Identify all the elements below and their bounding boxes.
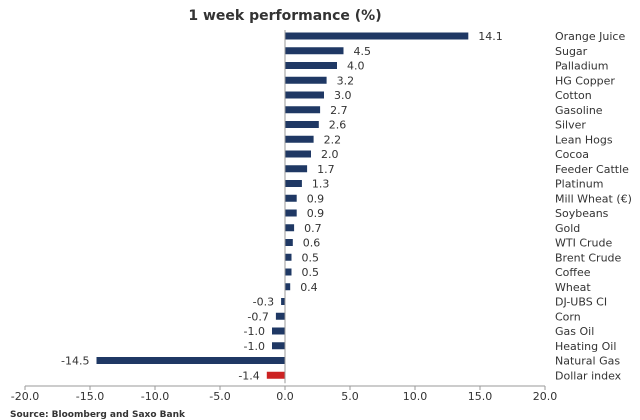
bar-heating-oil <box>272 342 285 350</box>
bar-lean-hogs <box>285 135 314 143</box>
value-label-mill-wheat: 0.9 <box>307 192 325 205</box>
bar-feeder-cattle <box>285 165 308 173</box>
category-label-platinum: Platinum <box>555 178 603 191</box>
category-label-lean-hogs: Lean Hogs <box>555 133 613 146</box>
value-label-gasoline: 2.7 <box>330 104 348 117</box>
x-tick-label: -15.0 <box>76 390 104 403</box>
bar-cocoa <box>285 150 311 158</box>
category-label-heating-oil: Heating Oil <box>555 340 616 353</box>
value-label-natural-gas: -14.5 <box>61 355 89 368</box>
category-label-wti-crude: WTI Crude <box>555 237 612 250</box>
bar-wti-crude <box>285 239 293 246</box>
bar-natural-gas <box>96 357 285 364</box>
value-label-palladium: 4.0 <box>347 60 365 73</box>
value-label-wti-crude: 0.6 <box>303 237 321 250</box>
x-tick-label: 0.0 <box>276 390 294 403</box>
bar-platinum <box>285 180 302 187</box>
category-label-sugar: Sugar <box>555 45 588 58</box>
category-label-natural-gas: Natural Gas <box>555 355 620 368</box>
value-label-wheat: 0.4 <box>300 281 318 294</box>
x-tick-label: 20.0 <box>533 390 558 403</box>
value-label-hg-copper: 3.2 <box>337 74 355 87</box>
category-label-dj-ubs-ci: DJ-UBS CI <box>555 296 607 309</box>
x-tick-label: -5.0 <box>209 390 230 403</box>
bar-dollar-index <box>266 371 285 379</box>
value-label-gold: 0.7 <box>304 222 322 235</box>
bar-orange-juice <box>285 32 469 40</box>
value-label-brent-crude: 0.5 <box>302 251 320 264</box>
x-tick-label: -10.0 <box>141 390 169 403</box>
bars-group: 14.1 Orange Juice 4.5 Sugar 4.0 Palladium 3.2 H… <box>61 30 632 384</box>
value-label-corn: -0.7 <box>247 310 268 323</box>
value-label-silver: 2.6 <box>329 119 347 132</box>
value-label-lean-hogs: 2.2 <box>324 133 342 146</box>
value-label-cocoa: 2.0 <box>321 148 339 161</box>
bar-gold <box>285 224 295 232</box>
category-label-cotton: Cotton <box>555 89 592 102</box>
category-label-brent-crude: Brent Crude <box>555 251 622 264</box>
x-tick-label: 10.0 <box>403 390 428 403</box>
category-label-silver: Silver <box>555 119 586 132</box>
bar-brent-crude <box>285 253 292 261</box>
category-label-hg-copper: HG Copper <box>555 74 615 87</box>
bar-coffee <box>285 268 292 276</box>
value-label-heating-oil: -1.0 <box>244 340 265 353</box>
bar-gasoline <box>285 106 321 114</box>
bar-soybeans <box>285 209 297 217</box>
bar-wheat <box>285 283 291 291</box>
category-label-soybeans: Soybeans <box>555 207 609 220</box>
value-label-sugar: 4.5 <box>354 45 372 58</box>
category-label-dollar-index: Dollar index <box>555 369 622 382</box>
bar-mill-wheat <box>285 194 297 202</box>
bar-hg-copper <box>285 76 327 84</box>
x-axis: -20.0 -15.0 -10.0 -5.0 0.0 5.0 10.0 15.0 20.0 <box>11 385 558 403</box>
value-label-orange-juice: 14.1 <box>478 30 503 43</box>
value-label-gas-oil: -1.0 <box>244 325 265 338</box>
bar-palladium <box>285 62 337 69</box>
bar-silver <box>285 121 319 128</box>
value-label-soybeans: 0.9 <box>307 207 325 220</box>
category-label-wheat: Wheat <box>555 281 591 294</box>
value-label-dollar-index: -1.4 <box>238 369 259 382</box>
x-tick-label: 15.0 <box>468 390 493 403</box>
category-label-coffee: Coffee <box>555 266 591 279</box>
bar-cotton <box>285 91 324 99</box>
bar-gas-oil <box>272 327 285 335</box>
value-label-cotton: 3.0 <box>334 89 352 102</box>
category-label-corn: Corn <box>555 310 581 323</box>
value-label-platinum: 1.3 <box>312 178 330 191</box>
bar-sugar <box>285 47 344 55</box>
category-label-gasoline: Gasoline <box>555 104 603 117</box>
source-note: Source: Bloomberg and Saxo Bank <box>10 410 186 420</box>
bar-dj-ubs-ci <box>281 298 285 305</box>
category-label-gas-oil: Gas Oil <box>555 325 594 338</box>
category-label-gold: Gold <box>555 222 580 235</box>
x-tick-label: 5.0 <box>341 390 359 403</box>
chart-title: 1 week performance (%) <box>188 8 381 24</box>
value-label-feeder-cattle: 1.7 <box>317 163 335 176</box>
category-label-palladium: Palladium <box>555 60 608 73</box>
value-label-coffee: 0.5 <box>302 266 320 279</box>
value-label-dj-ubs-ci: -0.3 <box>253 296 274 309</box>
category-label-cocoa: Cocoa <box>555 148 589 161</box>
category-label-feeder-cattle: Feeder Cattle <box>555 163 629 176</box>
category-label-orange-juice: Orange Juice <box>555 30 625 43</box>
bar-corn <box>275 312 285 320</box>
x-tick-label: -20.0 <box>11 390 39 403</box>
category-label-mill-wheat: Mill Wheat (€) <box>555 192 632 205</box>
